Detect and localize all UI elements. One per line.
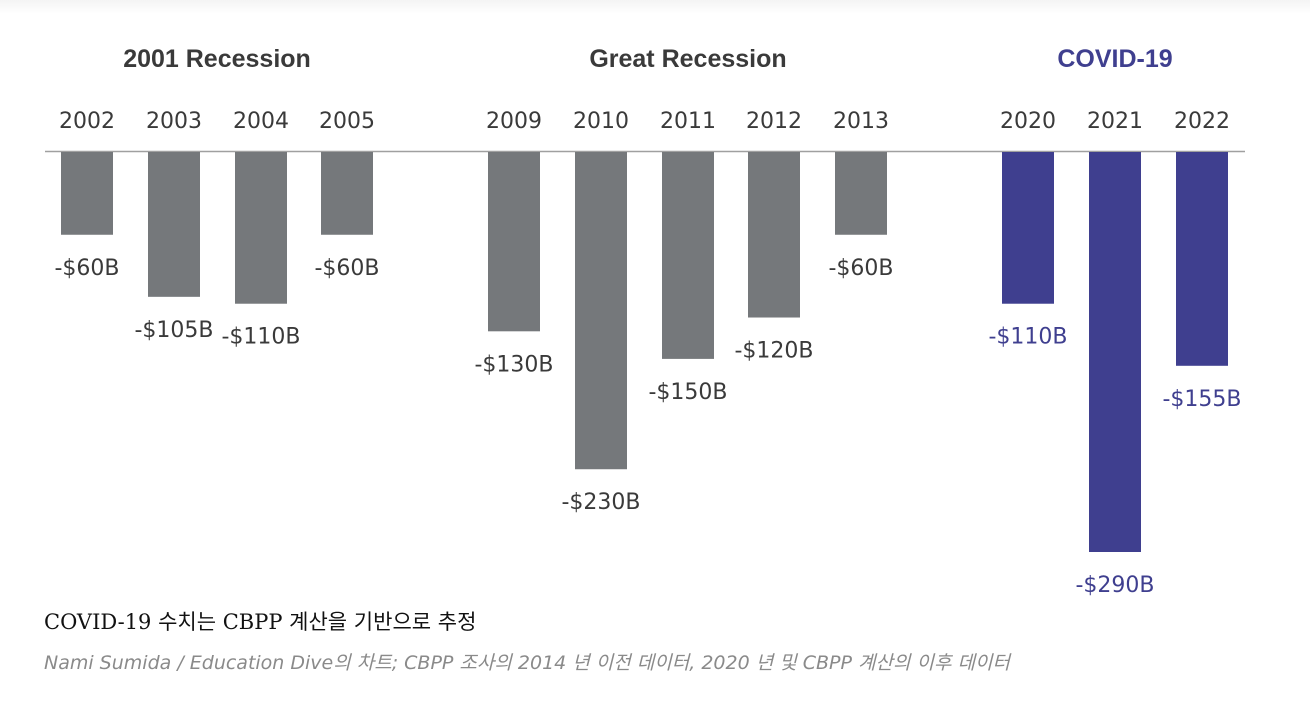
year-label-2003: 2003 xyxy=(146,109,202,134)
year-label-2004: 2004 xyxy=(233,109,289,134)
bar-2020 xyxy=(1002,152,1054,304)
chart-source-credit: Nami Sumida / Education Dive의 차트; CBPP 조… xyxy=(44,652,1010,674)
bar-2010 xyxy=(575,152,627,470)
year-label-2013: 2013 xyxy=(833,109,889,134)
group-title-2001-recession: 2001 Recession xyxy=(123,45,311,73)
group-title-great-recession: Great Recession xyxy=(589,45,786,73)
deficit-bar-chart: 2001 Recession Great Recession COVID-19 20… xyxy=(45,45,1245,598)
bar-2002 xyxy=(61,152,113,235)
value-label-2011: -$150B xyxy=(648,380,727,405)
value-label-2005: -$60B xyxy=(314,256,379,281)
year-labels: 2002 2003 2004 2005 2009 2010 2011 2012 2013 2020… xyxy=(59,109,1230,134)
year-label-2011: 2011 xyxy=(660,109,716,134)
value-label-2010: -$230B xyxy=(561,490,640,515)
value-label-2022: -$155B xyxy=(1162,387,1241,412)
bar-2004 xyxy=(235,152,287,304)
bar-2012 xyxy=(748,152,800,318)
bar-2021 xyxy=(1089,152,1141,552)
year-label-2010: 2010 xyxy=(573,109,629,134)
bar-2005 xyxy=(321,152,373,235)
value-label-2013: -$60B xyxy=(828,256,893,281)
year-label-2022: 2022 xyxy=(1174,109,1230,134)
value-label-2004: -$110B xyxy=(221,325,300,350)
bar-2011 xyxy=(662,152,714,359)
year-label-2021: 2021 xyxy=(1087,109,1143,134)
bars xyxy=(61,152,1228,552)
top-shadow-rule xyxy=(0,0,1310,14)
year-label-2020: 2020 xyxy=(1000,109,1056,134)
year-label-2009: 2009 xyxy=(486,109,542,134)
bar-2003 xyxy=(148,152,200,297)
value-label-2003: -$105B xyxy=(134,318,213,343)
value-label-2002: -$60B xyxy=(54,256,119,281)
bar-2013 xyxy=(835,152,887,235)
value-label-2021: -$290B xyxy=(1075,573,1154,598)
value-label-2009: -$130B xyxy=(474,352,553,377)
year-label-2005: 2005 xyxy=(319,109,375,134)
value-label-2020: -$110B xyxy=(988,325,1067,350)
bar-2009 xyxy=(488,152,540,332)
value-labels: -$60B -$105B -$110B -$60B -$130B -$230B -$150B… xyxy=(54,256,1241,598)
group-title-covid-19: COVID-19 xyxy=(1057,45,1172,73)
bar-2022 xyxy=(1176,152,1228,366)
group-titles: 2001 Recession Great Recession COVID-19 xyxy=(123,45,1172,73)
value-label-2012: -$120B xyxy=(734,339,813,364)
year-label-2012: 2012 xyxy=(746,109,802,134)
year-label-2002: 2002 xyxy=(59,109,115,134)
chart-note: COVID-19 수치는 CBPP 계산을 기반으로 추정 xyxy=(44,610,477,634)
